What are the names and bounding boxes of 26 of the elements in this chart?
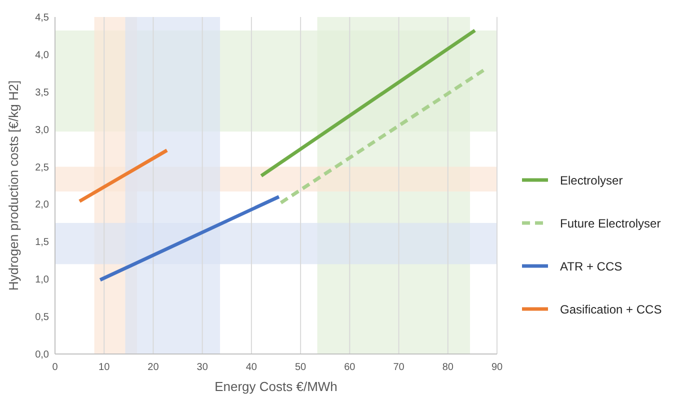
x-tick-label: 80: [442, 362, 454, 373]
y-tick-label: 3,0: [35, 124, 50, 136]
y-axis-title: Hydrogen production costs [€/kg H2]: [6, 80, 21, 291]
y-tick-label: 0,5: [35, 312, 50, 324]
legend-label: ATR + CCS: [560, 260, 622, 274]
x-tick-label: 40: [246, 362, 258, 373]
x-tick-label: 90: [491, 362, 503, 373]
y-tick-label: 4,5: [35, 12, 50, 24]
y-tick-label: 2,0: [35, 200, 50, 211]
x-tick-label: 20: [148, 362, 160, 373]
y-tick-label: 0,0: [35, 350, 50, 360]
x-axis-title: Energy Costs €/MWh: [214, 379, 338, 394]
x-tick-label: 60: [344, 362, 356, 373]
x-tick-label: 50: [294, 362, 307, 373]
y-tick-label: 1,0: [35, 274, 50, 286]
x-tick-label: 10: [98, 362, 110, 373]
y-tick-label: 4,0: [35, 50, 50, 61]
legend-label: Future Electrolyser: [560, 216, 661, 230]
legend-label: Gasification + CCS: [560, 302, 662, 316]
y-tick-label: 1,5: [35, 237, 50, 248]
y-tick-label: 3,5: [35, 87, 50, 98]
x-tick-label: 30: [196, 362, 208, 373]
y-tick-label: 2,5: [35, 162, 50, 174]
x-tick-label: 0: [52, 362, 58, 373]
x-tick-label: 70: [393, 362, 405, 373]
legend-label: Electrolyser: [560, 174, 623, 188]
